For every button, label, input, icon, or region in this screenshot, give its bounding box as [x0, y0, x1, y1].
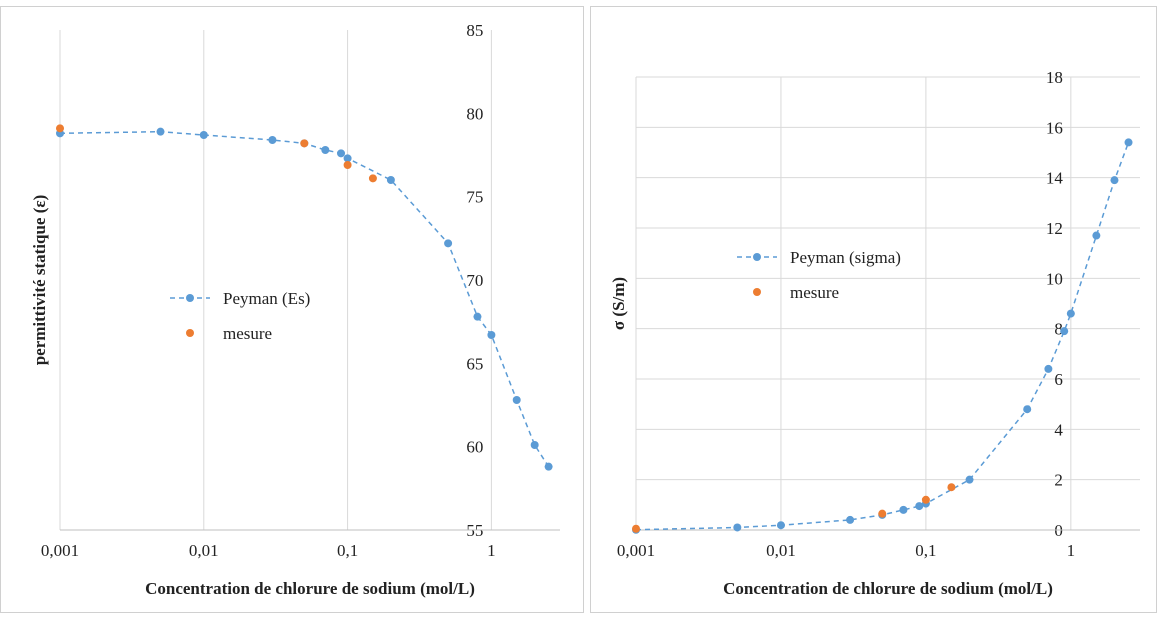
x-tick-label: 0,001: [41, 541, 79, 560]
data-point: [343, 161, 352, 169]
y-tick-label: 8: [1054, 320, 1063, 339]
y-tick-label: 4: [1054, 420, 1063, 439]
data-point: [321, 146, 330, 154]
x-tick-label: 0,1: [915, 541, 936, 560]
legend-label: mesure: [790, 283, 839, 302]
data-point: [268, 136, 277, 144]
y-tick-label: 6: [1054, 370, 1063, 389]
data-point: [368, 174, 377, 183]
legend-label: mesure: [223, 324, 272, 343]
legend-label: Peyman (Es): [223, 289, 310, 308]
data-point: [156, 127, 165, 136]
y-tick-label: 2: [1054, 471, 1063, 490]
data-point: [846, 515, 855, 524]
y-tick-label: 60: [466, 438, 483, 457]
data-point: [300, 139, 309, 148]
data-point: [899, 505, 908, 514]
data-point: [1092, 231, 1101, 240]
legend-marker: [186, 329, 194, 337]
y-tick-label: 14: [1046, 169, 1064, 188]
data-point: [1023, 405, 1032, 414]
x-tick-label: 0,1: [337, 541, 358, 560]
data-point: [921, 495, 930, 504]
data-point: [915, 502, 924, 511]
x-tick-label: 0,01: [766, 541, 796, 560]
data-point: [733, 523, 742, 532]
y-tick-label: 65: [466, 354, 483, 373]
x-tick-label: 1: [487, 541, 496, 560]
x-tick-label: 1: [1067, 541, 1076, 560]
y-axis-label: σ (S/m): [609, 277, 628, 330]
y-axis-label: permittivité statique (ε): [30, 195, 49, 366]
data-point: [1110, 176, 1119, 185]
data-point: [56, 124, 64, 133]
x-axis-label: Concentration de chlorure de sodium (mol…: [145, 579, 475, 598]
legend-marker: [753, 253, 761, 261]
x-axis-label: Concentration de chlorure de sodium (mol…: [723, 579, 1053, 598]
data-point: [444, 239, 453, 248]
data-point: [487, 331, 496, 339]
data-point: [632, 524, 640, 533]
x-tick-label: 0,001: [617, 541, 655, 560]
series-line: [635, 142, 1130, 531]
data-point: [544, 462, 553, 471]
panel-border: [0, 6, 584, 613]
legend-marker: [753, 288, 761, 296]
data-point: [1044, 364, 1053, 373]
data-point: [512, 396, 521, 404]
y-tick-label: 10: [1046, 269, 1063, 288]
data-point: [776, 521, 785, 530]
data-point: [1124, 138, 1133, 147]
data-point: [947, 483, 956, 492]
data-point: [337, 149, 346, 158]
y-tick-label: 12: [1046, 219, 1063, 238]
y-tick-label: 75: [466, 188, 483, 207]
data-point: [199, 131, 208, 139]
y-tick-label: 18: [1046, 68, 1063, 87]
data-point: [473, 312, 482, 321]
y-tick-label: 70: [466, 271, 483, 290]
data-point: [878, 509, 887, 518]
y-tick-label: 16: [1046, 118, 1063, 137]
data-point: [530, 441, 539, 449]
data-point: [1066, 309, 1075, 318]
data-point: [1060, 327, 1069, 336]
legend-marker: [186, 294, 194, 302]
x-tick-label: 0,01: [189, 541, 219, 560]
legend-label: Peyman (sigma): [790, 248, 901, 267]
data-point: [965, 475, 974, 484]
y-tick-label: 80: [466, 104, 483, 123]
data-point: [386, 176, 395, 184]
y-tick-label: 85: [466, 21, 483, 40]
data-point: [343, 154, 352, 163]
